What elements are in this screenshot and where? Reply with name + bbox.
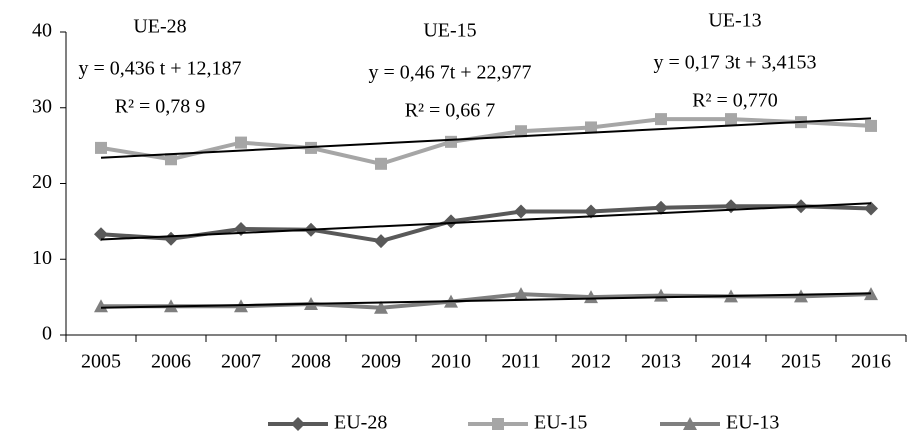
x-tick-label: 2007 (221, 351, 261, 373)
trend-line (100, 202, 872, 241)
legend-marker (492, 418, 504, 430)
point (445, 135, 457, 148)
point (374, 300, 388, 314)
x-tick-label: 2012 (571, 351, 611, 373)
trend-line (100, 292, 872, 309)
point (584, 290, 598, 304)
point (374, 234, 388, 249)
x-tick-label: 2014 (711, 351, 751, 373)
point (654, 288, 668, 302)
series-line (100, 117, 872, 166)
y-tick-label: 30 (32, 95, 52, 117)
point (165, 153, 177, 166)
annotation: UE-28 (133, 16, 186, 38)
x-tick-label: 2010 (431, 351, 471, 373)
legend-marker (291, 417, 305, 431)
y-tick-label: 40 (32, 20, 52, 42)
legend-marker (683, 417, 697, 430)
x-tick-label: 2006 (151, 351, 191, 373)
point (585, 121, 597, 134)
x-tick-label: 2015 (781, 351, 821, 373)
annotation: y = 0,46 7t + 22,977 (368, 62, 531, 84)
annotation: y = 0,436 t + 12,187 (78, 58, 241, 80)
point (655, 113, 667, 126)
x-tick-label: 2008 (291, 351, 331, 373)
point (94, 227, 108, 242)
point (515, 125, 527, 138)
y-tick-label: 20 (32, 171, 52, 193)
point (164, 231, 178, 246)
x-tick-label: 2009 (361, 351, 401, 373)
legend-label: EU-28 (334, 412, 387, 434)
point (725, 113, 737, 126)
x-tick-label: 2016 (851, 351, 891, 373)
y-tick-label: 10 (32, 247, 52, 269)
point (865, 119, 877, 132)
annotation: y = 0,17 3t + 3,4153 (653, 52, 816, 74)
series-line (100, 204, 872, 244)
point (95, 141, 107, 154)
point (864, 201, 878, 216)
point (514, 287, 528, 301)
annotation: R² = 0,770 (692, 90, 778, 112)
y-tick-label: 0 (42, 323, 52, 345)
x-tick-label: 2005 (81, 351, 121, 373)
point (94, 299, 108, 313)
legend-label: EU-15 (534, 412, 587, 434)
annotation: UE-13 (708, 10, 761, 32)
point (514, 204, 528, 219)
x-tick-label: 2011 (501, 351, 540, 373)
point (375, 157, 387, 170)
point (584, 204, 598, 219)
annotation: UE-15 (423, 20, 476, 42)
point (794, 289, 808, 303)
trend-line (100, 117, 872, 159)
legend-label: EU-13 (726, 412, 779, 434)
annotation: R² = 0,66 7 (405, 100, 496, 122)
point (654, 200, 668, 215)
x-tick-label: 2013 (641, 351, 681, 373)
point (444, 214, 458, 229)
point (724, 199, 738, 214)
point (235, 136, 247, 149)
annotation: R² = 0,78 9 (115, 96, 206, 118)
